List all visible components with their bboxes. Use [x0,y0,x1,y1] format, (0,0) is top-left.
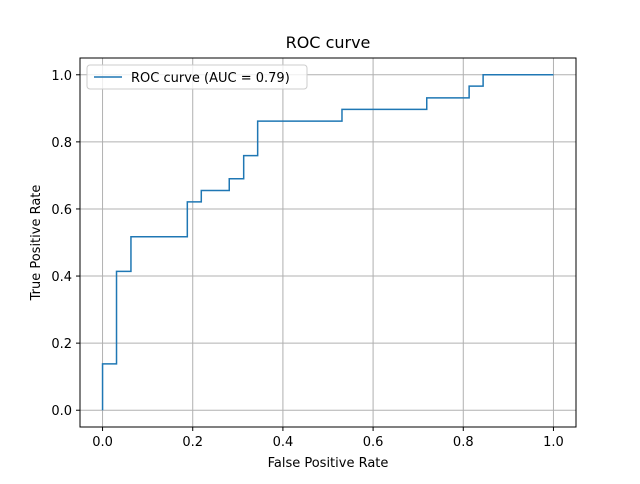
x-tick-label: 1.0 [543,435,564,450]
y-tick-label: 0.6 [51,203,72,218]
legend-box [86,64,308,90]
x-tick-label: 0.6 [363,435,384,450]
y-ticks: 0.0 0.2 0.4 0.6 0.8 1.0 [51,69,80,419]
y-tick-label: 0.2 [51,337,72,352]
legend-label: ROC curve (AUC = 0.79) [131,71,290,86]
x-axis-label: False Positive Rate [268,456,389,471]
y-tick-label: 0.0 [51,404,72,419]
legend: ROC curve (AUC = 0.79) [86,64,308,90]
y-tick-label: 1.0 [51,69,72,84]
x-tick-label: 0.2 [182,435,203,450]
series-layer [101,74,554,411]
axes-frame [79,57,577,428]
x-ticks: 0.0 0.2 0.4 0.6 0.8 1.0 [92,427,564,450]
roc-curve-line [101,74,554,411]
chart-title: ROC curve [286,33,371,52]
grid [80,58,576,427]
x-tick-label: 0.0 [92,435,113,450]
x-tick-label: 0.8 [453,435,474,450]
y-tick-label: 0.4 [51,270,72,285]
y-axis-label: True Positive Rate [29,185,44,302]
y-tick-label: 0.8 [51,136,72,151]
x-tick-label: 0.4 [273,435,294,450]
